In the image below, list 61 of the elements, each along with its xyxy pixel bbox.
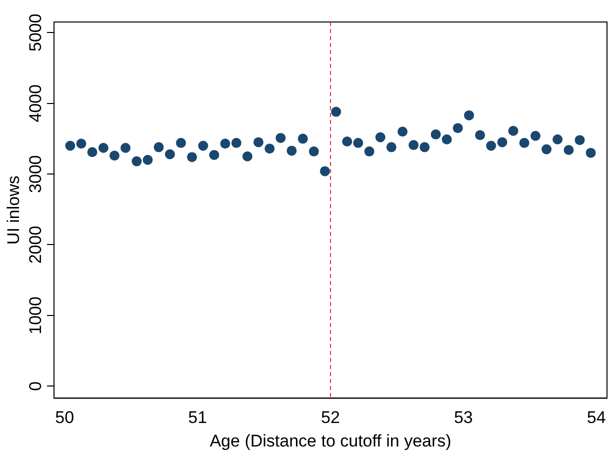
point xyxy=(242,151,252,162)
point xyxy=(464,110,474,120)
point xyxy=(76,138,86,149)
point xyxy=(574,135,585,146)
point xyxy=(198,140,208,151)
point xyxy=(386,142,396,152)
point xyxy=(430,129,441,140)
point xyxy=(298,134,308,144)
point xyxy=(253,137,264,148)
point xyxy=(442,134,452,144)
point xyxy=(530,130,540,141)
point xyxy=(552,134,563,144)
point xyxy=(497,137,508,148)
point xyxy=(398,126,408,137)
point xyxy=(286,146,297,156)
point xyxy=(320,166,330,176)
point xyxy=(475,130,486,140)
point xyxy=(87,147,98,158)
point xyxy=(375,132,386,142)
point xyxy=(120,142,131,153)
y-tick-label: 4000 xyxy=(26,84,46,122)
x-tick-label: 51 xyxy=(188,408,208,428)
point xyxy=(98,142,108,153)
point xyxy=(231,138,242,148)
point xyxy=(308,146,319,156)
point xyxy=(586,148,596,158)
y-tick-label: 0 xyxy=(26,381,46,391)
point xyxy=(452,123,463,134)
point xyxy=(132,156,142,166)
point xyxy=(276,132,286,143)
y-tick-label: 2000 xyxy=(26,226,46,264)
point xyxy=(408,140,419,150)
x-tick-label: 50 xyxy=(55,408,74,428)
point xyxy=(164,149,175,160)
point xyxy=(220,138,230,149)
x-axis-title: Age (Distance to cutoff in years) xyxy=(210,431,452,450)
y-axis-title: UI inlows xyxy=(4,176,23,245)
x-tick-label: 54 xyxy=(586,408,606,428)
point xyxy=(176,138,186,148)
point xyxy=(486,140,496,151)
point xyxy=(519,138,530,148)
point xyxy=(331,106,342,117)
point xyxy=(564,144,574,155)
point xyxy=(109,150,120,161)
point xyxy=(342,136,352,147)
x-tick-label: 52 xyxy=(321,408,340,428)
x-tick-label: 53 xyxy=(454,408,473,428)
y-tick-label: 3000 xyxy=(26,155,46,193)
point xyxy=(264,144,275,154)
point xyxy=(420,142,430,152)
y-tick-label: 5000 xyxy=(26,14,46,52)
y-tick-label: 1000 xyxy=(26,296,46,334)
point xyxy=(154,142,164,152)
point xyxy=(65,140,76,151)
point xyxy=(186,152,197,162)
point xyxy=(508,126,518,136)
point xyxy=(542,144,552,154)
point xyxy=(364,146,374,156)
point xyxy=(209,150,220,160)
point xyxy=(142,154,153,165)
point xyxy=(353,138,364,148)
